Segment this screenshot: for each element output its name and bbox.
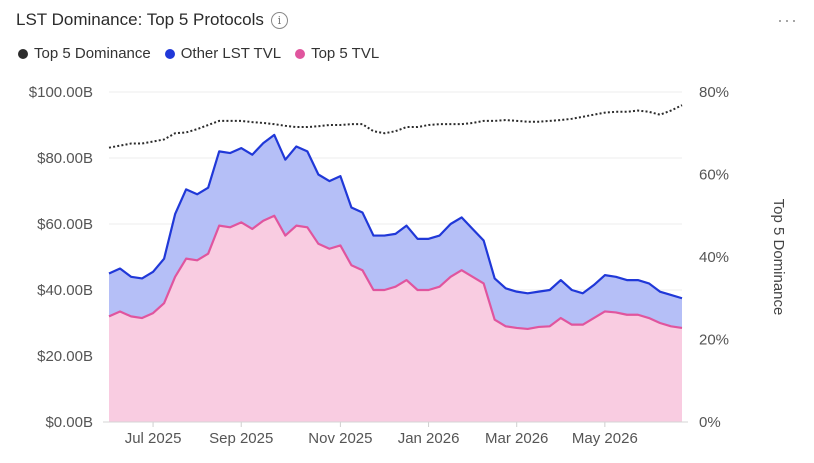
area-other-lst-tvl <box>109 134 682 329</box>
legend-item-other-lst-tvl[interactable]: Other LST TVL <box>164 45 282 62</box>
x-tick-label: Mar 2026 <box>485 430 548 447</box>
chart-title: LST Dominance: Top 5 Protocols <box>16 10 264 29</box>
x-tick-label: May 2026 <box>572 430 638 447</box>
legend-item-top5-tvl[interactable]: Top 5 TVL <box>295 45 379 62</box>
y-right-tick-label: 60% <box>699 167 729 184</box>
y-right-tick-label: 0% <box>699 414 721 431</box>
y-right-tick-label: 40% <box>699 249 729 266</box>
area-top-5-tvl <box>109 215 682 422</box>
x-tick-label: Jan 2026 <box>398 430 460 447</box>
legend-label-top5-tvl: Top 5 TVL <box>311 45 380 62</box>
chart-legend: Top 5 Dominance Other LST TVL Top 5 TVL <box>18 45 379 62</box>
x-tick-label: Nov 2025 <box>308 430 372 447</box>
x-tick-label: Sep 2025 <box>209 430 273 447</box>
line-other-lst-tvl <box>108 133 683 300</box>
y-right-tick-label: 80% <box>699 84 729 101</box>
y-right-tick-label: 20% <box>699 332 729 349</box>
y-left-tick-label: $100.00B <box>29 84 93 101</box>
chart-header: LST Dominance: Top 5 Protocols i <box>16 10 288 30</box>
legend-label-top5-dominance: Top 5 Dominance <box>34 45 151 62</box>
line-top-5-tvl <box>108 214 683 331</box>
info-icon[interactable]: i <box>270 11 288 29</box>
y-left-tick-label: $20.00B <box>37 348 93 365</box>
more-horizontal-icon[interactable]: ··· <box>777 10 798 30</box>
legend-dot-other-lst-tvl <box>164 48 175 59</box>
y-right-axis-label: Top 5 Dominance <box>770 199 787 316</box>
y-left-tick-label: $0.00B <box>45 414 93 431</box>
y-left-tick-label: $60.00B <box>37 216 93 233</box>
legend-label-other-lst-tvl: Other LST TVL <box>180 45 282 62</box>
y-left-tick-label: $80.00B <box>37 150 93 167</box>
legend-item-top5-dominance[interactable]: Top 5 Dominance <box>18 45 151 62</box>
y-left-tick-label: $40.00B <box>37 282 93 299</box>
line-top-5-dominance <box>108 104 683 149</box>
legend-dot-top5-dominance <box>18 48 28 59</box>
legend-dot-top5-tvl <box>295 48 306 59</box>
x-tick-label: Jul 2025 <box>125 430 182 447</box>
